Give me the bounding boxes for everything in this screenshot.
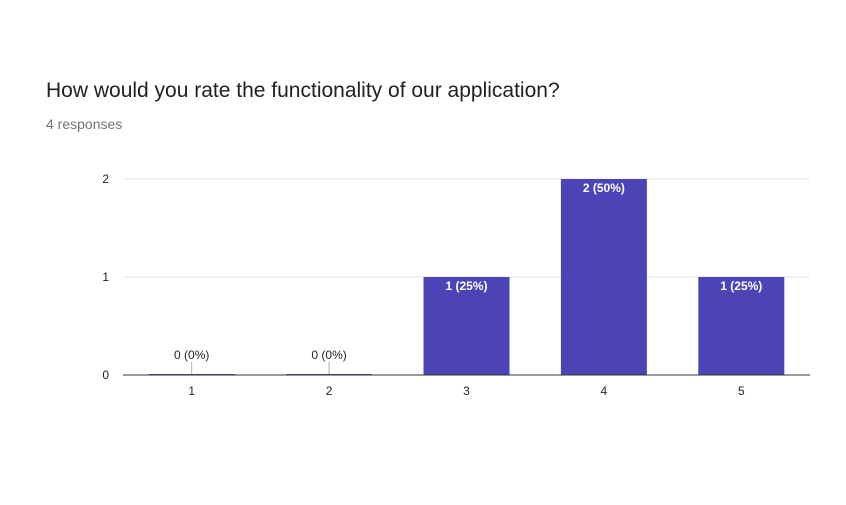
response-count: 4 responses (46, 116, 123, 132)
data-label: 1 (25%) (445, 279, 487, 293)
x-tick-label: 5 (738, 384, 745, 398)
data-label: 0 (0%) (311, 348, 346, 362)
y-tick-label: 0 (102, 368, 109, 382)
x-tick-label: 1 (188, 384, 195, 398)
bar-4 (560, 179, 647, 375)
y-tick-label: 2 (102, 172, 109, 186)
data-label: 2 (50%) (583, 181, 625, 195)
data-label: 1 (25%) (720, 279, 762, 293)
x-tick-label: 2 (326, 384, 333, 398)
bar-5 (698, 277, 785, 375)
question-title: How would you rate the functionality of … (46, 79, 560, 102)
x-tick-label: 3 (463, 384, 470, 398)
x-tick-label: 4 (601, 384, 608, 398)
data-label: 0 (0%) (174, 348, 209, 362)
y-tick-label: 1 (102, 270, 109, 284)
bar-3 (423, 277, 510, 375)
